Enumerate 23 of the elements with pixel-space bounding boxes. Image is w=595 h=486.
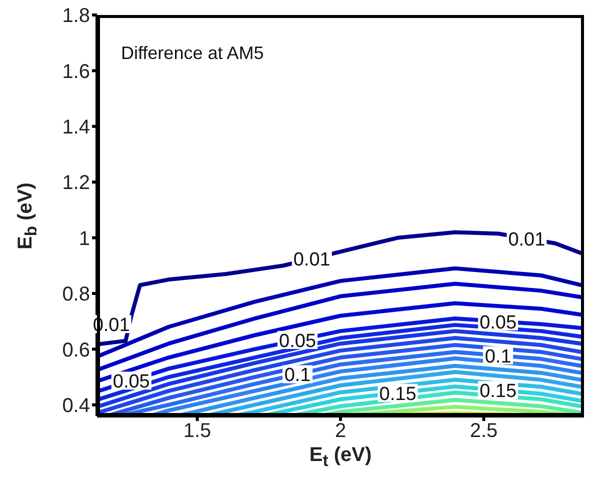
annotation: Difference at AM5: [121, 43, 264, 64]
y-tick-label: 0.8: [62, 284, 90, 306]
annotation: 0.05: [480, 312, 517, 334]
y-tick-label: 0.4: [62, 394, 90, 417]
annotation: 0.05: [279, 330, 316, 352]
y-tick-label: 1.2: [62, 172, 90, 194]
x-tick-label: 2.5: [470, 420, 498, 442]
y-tick-label: 1: [78, 228, 90, 250]
y-tick-label: 1.4: [62, 116, 90, 138]
x-tick-label: 2: [334, 420, 346, 442]
annotation: 0.1: [284, 365, 311, 386]
annotation: 0.1: [484, 346, 512, 368]
y-tick-label: 0.6: [62, 339, 90, 362]
y-tick-label: 1.6: [62, 60, 90, 83]
annotation: 0.15: [480, 381, 517, 402]
line-series: [180, 364, 584, 416]
annotation: 0.05: [112, 372, 150, 393]
x-tick-label: 1.5: [183, 420, 212, 442]
annotation: 0.01: [508, 230, 546, 251]
annotation: 0.15: [379, 384, 416, 405]
y-tick-label: 1.8: [62, 5, 90, 28]
x-axis-title: E$_{t}$ (eV): [309, 444, 372, 471]
annotation: 0.01: [293, 250, 330, 271]
